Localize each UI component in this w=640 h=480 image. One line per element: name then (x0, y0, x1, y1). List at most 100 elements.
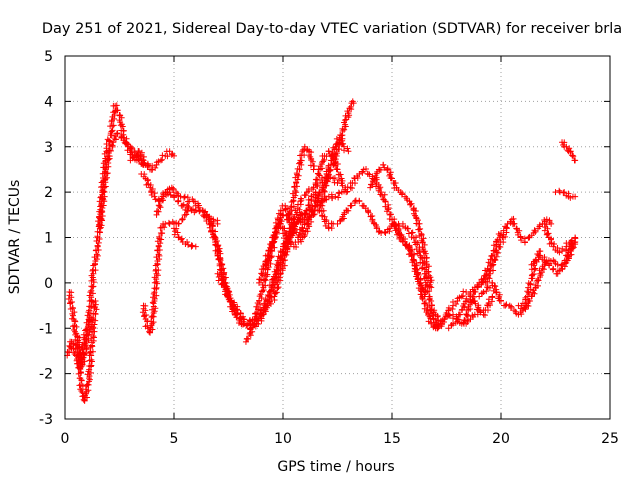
data-point (148, 189, 155, 196)
data-point (567, 148, 574, 155)
data-point (567, 194, 574, 201)
data-point (290, 194, 297, 201)
data-point (301, 233, 308, 240)
data-point (384, 166, 391, 173)
data-point (503, 301, 510, 308)
data-point (94, 228, 101, 235)
data-point (469, 312, 476, 319)
data-point (483, 288, 490, 295)
data-point (387, 211, 394, 218)
data-point (413, 271, 420, 278)
data-point (450, 320, 457, 327)
series-arc-27 (541, 220, 579, 256)
data-point (280, 249, 287, 256)
data-point (416, 232, 423, 239)
data-point (493, 289, 500, 296)
data-point (192, 243, 199, 250)
y-tick-label: 1 (44, 231, 53, 247)
data-point (85, 368, 92, 375)
data-point (259, 288, 266, 295)
data-point (426, 313, 433, 320)
data-point (332, 193, 339, 200)
data-point (536, 223, 543, 230)
data-point (517, 234, 524, 241)
data-point (428, 284, 435, 291)
data-point (540, 266, 547, 273)
data-point (174, 190, 181, 197)
data-point (332, 162, 339, 169)
data-point (412, 262, 419, 269)
data-point (214, 220, 221, 227)
data-point (380, 161, 387, 168)
data-point (560, 189, 567, 196)
data-point (561, 263, 568, 270)
data-point (314, 183, 321, 190)
data-point (92, 257, 99, 264)
x-tick-label: 0 (61, 431, 70, 447)
data-point (151, 193, 158, 200)
data-point (569, 152, 576, 159)
data-point (89, 339, 96, 346)
data-point (514, 229, 521, 236)
data-point (270, 288, 277, 295)
data-point (424, 303, 431, 310)
data-point (155, 251, 162, 258)
data-point (533, 278, 540, 285)
data-point (572, 157, 579, 164)
data-point (320, 158, 327, 165)
data-point (349, 185, 356, 192)
data-point (264, 298, 271, 305)
data-point (345, 148, 352, 155)
data-point (550, 265, 557, 272)
data-point (153, 208, 160, 215)
data-point (326, 151, 333, 158)
series-arc-3 (73, 298, 100, 404)
data-point (97, 206, 104, 213)
data-point (218, 281, 225, 288)
data-point (530, 271, 537, 278)
data-point (303, 207, 310, 214)
data-point (305, 188, 312, 194)
data-point (272, 229, 279, 236)
data-point (486, 275, 493, 282)
data-point (298, 157, 305, 164)
data-point (556, 249, 563, 256)
data-point (82, 327, 89, 334)
data-point (293, 189, 300, 196)
data-point (105, 137, 112, 144)
data-point (170, 185, 177, 192)
data-point (95, 246, 102, 253)
data-point (475, 302, 482, 309)
data-point (463, 295, 470, 302)
data-point (220, 270, 227, 277)
data-point (195, 204, 202, 211)
data-point (92, 267, 99, 274)
data-point (216, 245, 223, 252)
data-point (85, 387, 92, 394)
data-point (256, 276, 263, 283)
data-point (325, 148, 332, 155)
data-point (476, 293, 483, 300)
data-point (90, 324, 97, 331)
x-tick-label: 25 (601, 431, 619, 447)
data-point (275, 284, 282, 291)
data-point (290, 225, 297, 232)
data-point (149, 313, 156, 320)
data-point (150, 309, 157, 316)
data-point (403, 195, 410, 202)
series-arc-29 (559, 139, 579, 164)
data-point (285, 236, 292, 243)
data-point (524, 288, 531, 295)
data-point (463, 311, 470, 318)
data-point (77, 358, 84, 365)
data-point (149, 162, 156, 169)
data-point (489, 293, 496, 300)
data-point (150, 290, 157, 297)
data-point (324, 173, 331, 180)
data-point (420, 249, 427, 256)
data-point (544, 225, 551, 232)
data-point (438, 321, 445, 328)
data-point (252, 316, 259, 323)
data-point (267, 244, 274, 251)
data-point (152, 164, 159, 171)
